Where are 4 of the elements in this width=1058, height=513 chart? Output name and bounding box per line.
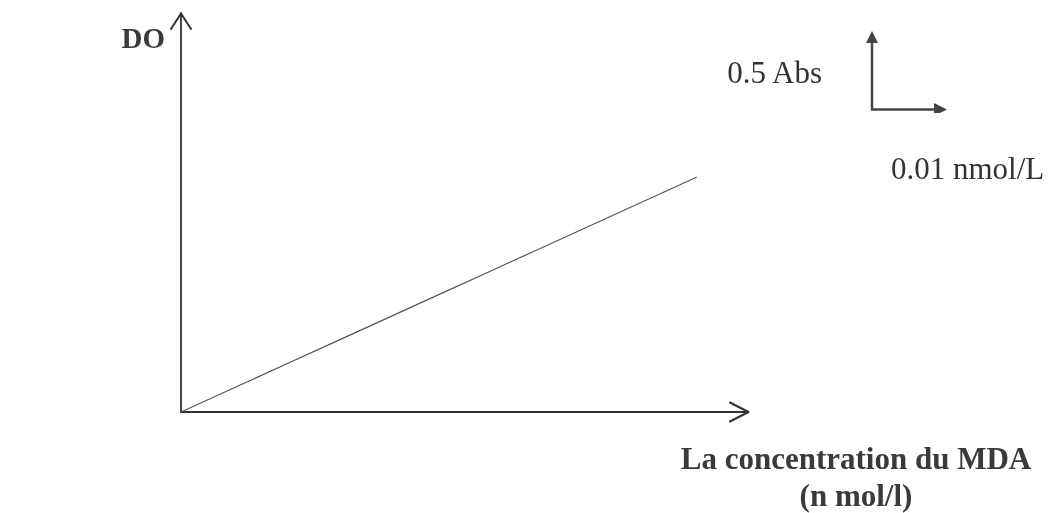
text: 0.5 Abs: [727, 54, 822, 90]
text: 0.01 nmol/L: [891, 150, 1045, 186]
x-axis-title: La concentration du MDA (n mol/l): [680, 441, 1032, 513]
y-axis-title: DO: [121, 22, 165, 54]
